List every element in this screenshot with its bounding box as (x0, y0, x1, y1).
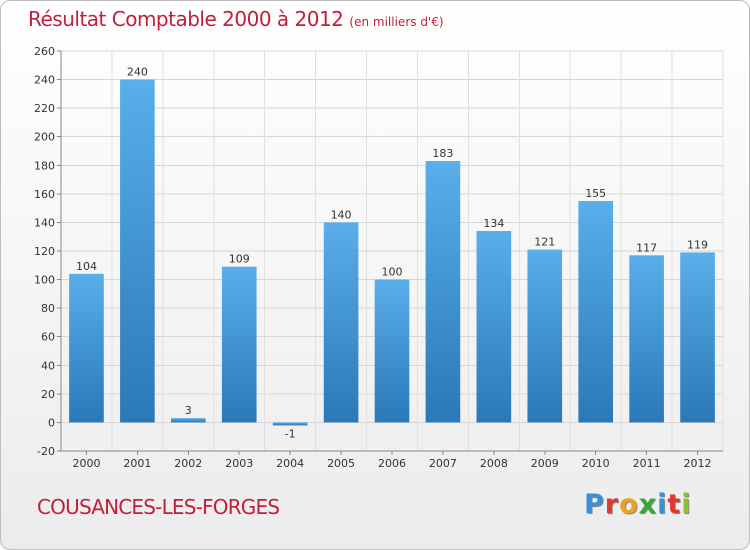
y-tick-label: 100 (34, 274, 55, 287)
chart-title: Résultat Comptable 2000 à 2012 (en millie… (28, 7, 444, 31)
x-tick-label-2001: 2001 (123, 457, 151, 470)
bar-2011 (629, 255, 664, 423)
x-tick-label-2005: 2005 (327, 457, 355, 470)
logo-letter: i (657, 489, 668, 520)
value-label-2005: 140 (331, 208, 352, 221)
y-tick-label: 180 (34, 159, 55, 172)
bar-2005 (323, 222, 359, 423)
x-tick-label-2004: 2004 (276, 457, 304, 470)
y-tick-label: 0 (48, 416, 55, 429)
y-tick-label: 260 (34, 45, 55, 58)
bar-2010 (578, 201, 614, 423)
value-label-2000: 104 (76, 260, 97, 273)
y-tick-label: 140 (34, 216, 55, 229)
x-tick-label-2002: 2002 (174, 457, 202, 470)
x-tick-label-2009: 2009 (531, 457, 559, 470)
commune-name: COUSANCES-LES-FORGES (37, 495, 280, 519)
bar-2001 (120, 79, 155, 423)
y-tick-label: 120 (34, 245, 55, 258)
x-tick-label-2010: 2010 (582, 457, 610, 470)
y-tick-label: 220 (34, 102, 55, 115)
value-label-2007: 183 (432, 147, 453, 160)
bars (69, 79, 715, 426)
y-tick-label: 240 (34, 74, 55, 87)
bar-2000 (69, 273, 104, 423)
bar-2002 (170, 418, 206, 423)
bar-2004 (272, 422, 308, 426)
value-label-2010: 155 (585, 187, 606, 200)
value-label-2008: 134 (483, 217, 504, 230)
value-label-2006: 100 (382, 266, 403, 279)
chart-subtitle: (en milliers d'€) (349, 15, 444, 29)
value-label-2004: -1 (285, 427, 296, 440)
bar-2009 (527, 249, 563, 423)
labels: -20 0 20 40 60 80 100 120 140 160 180 200 220 240 260 1… (34, 45, 712, 470)
bar-2008 (476, 231, 512, 423)
value-label-2002: 3 (185, 404, 192, 417)
proxiti-logo[interactable]: Proxiti (584, 489, 692, 520)
bar-2012 (680, 252, 715, 423)
chart-title-text: Résultat Comptable 2000 à 2012 (28, 7, 344, 31)
bar-2006 (374, 279, 410, 423)
bar-2007 (425, 161, 461, 423)
logo-letter: o (619, 489, 639, 520)
x-tick-label-2012: 2012 (684, 457, 712, 470)
axes (57, 50, 723, 455)
value-label-2012: 119 (687, 238, 708, 251)
value-label-2009: 121 (534, 236, 555, 249)
logo-letter: r (604, 489, 620, 520)
bar-2003 (221, 266, 257, 423)
x-tick-label-2003: 2003 (225, 457, 253, 470)
x-tick-label-2006: 2006 (378, 457, 406, 470)
y-tick-label: 60 (41, 331, 55, 344)
logo-letter: t (667, 489, 682, 520)
x-tick-label-2007: 2007 (429, 457, 457, 470)
y-tick-label: 200 (34, 131, 55, 144)
value-label-2011: 117 (636, 241, 657, 254)
y-tick-label: -20 (37, 445, 55, 458)
value-label-2003: 109 (229, 253, 250, 266)
x-tick-label-2000: 2000 (72, 457, 100, 470)
logo-letter: P (584, 489, 605, 520)
y-tick-label: 80 (41, 302, 55, 315)
value-label-2001: 240 (127, 66, 148, 79)
y-tick-label: 160 (34, 188, 55, 201)
y-tick-label: 20 (41, 388, 55, 401)
x-tick-label-2011: 2011 (633, 457, 661, 470)
x-tick-label-2008: 2008 (480, 457, 508, 470)
logo-letter: x (638, 489, 658, 520)
y-tick-label: 40 (41, 359, 55, 372)
logo-letter: i (681, 489, 692, 520)
